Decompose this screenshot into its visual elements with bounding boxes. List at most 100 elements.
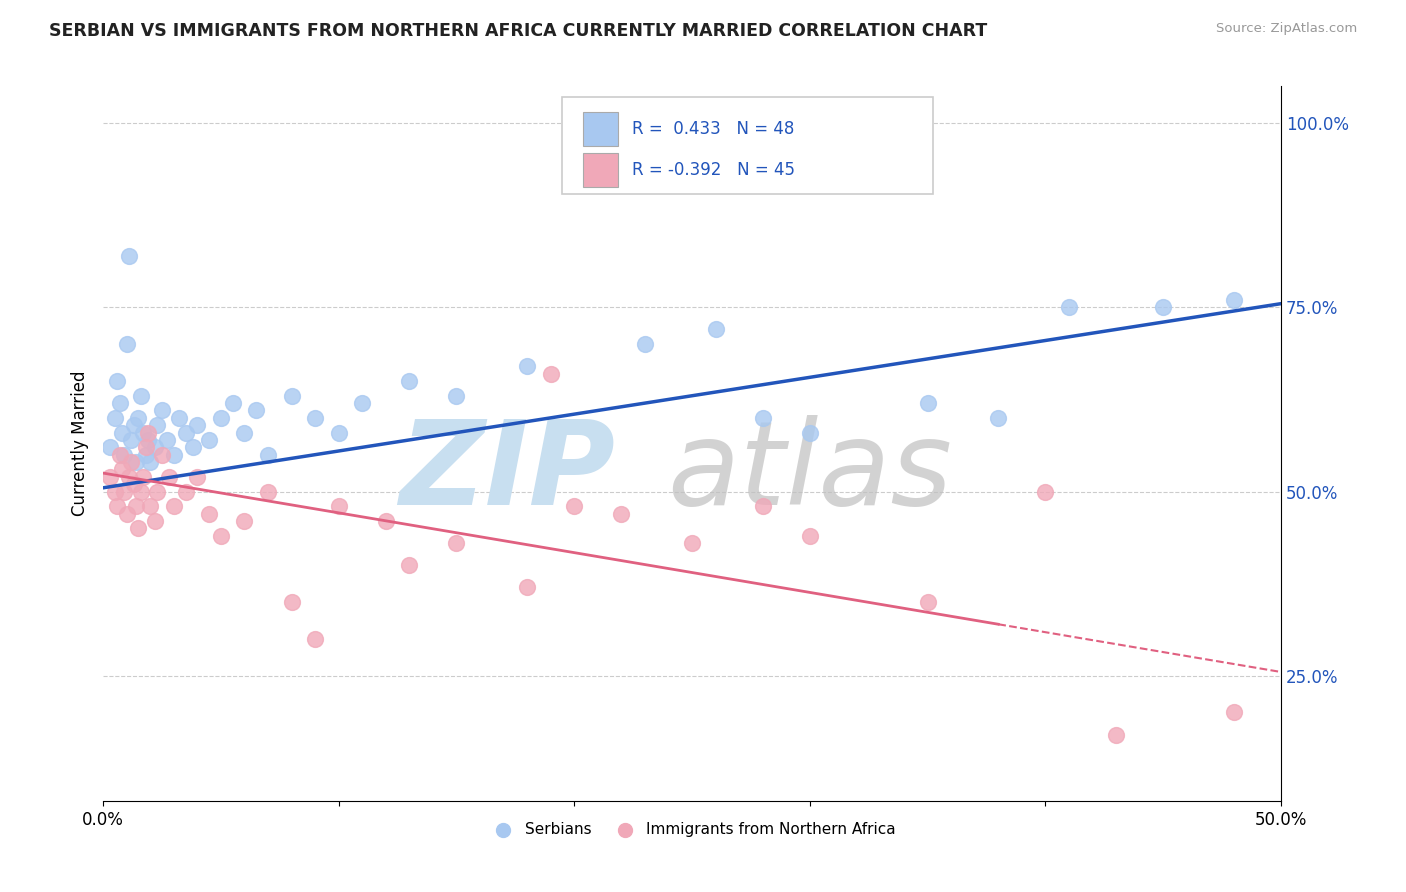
Point — [1057, 301, 1080, 315]
Point — [799, 529, 821, 543]
Point — [1223, 293, 1246, 307]
Point — [120, 455, 142, 469]
Point — [198, 507, 221, 521]
Point — [111, 462, 134, 476]
Point — [135, 448, 157, 462]
Point — [150, 448, 173, 462]
Point — [132, 425, 155, 440]
Text: Source: ZipAtlas.com: Source: ZipAtlas.com — [1216, 22, 1357, 36]
Point — [174, 484, 197, 499]
Point — [104, 410, 127, 425]
Point — [233, 514, 256, 528]
Point — [167, 410, 190, 425]
Point — [150, 403, 173, 417]
Point — [146, 418, 169, 433]
Point — [1223, 706, 1246, 720]
Point — [209, 529, 232, 543]
Point — [163, 500, 186, 514]
Point — [446, 389, 468, 403]
Point — [156, 433, 179, 447]
Point — [257, 448, 280, 462]
Point — [304, 632, 326, 646]
Point — [139, 455, 162, 469]
Y-axis label: Currently Married: Currently Married — [72, 371, 89, 516]
Point — [186, 418, 208, 433]
Point — [917, 396, 939, 410]
Point — [398, 374, 420, 388]
Point — [143, 440, 166, 454]
Bar — [582, 153, 617, 187]
Point — [143, 514, 166, 528]
Point — [398, 558, 420, 573]
Point — [132, 469, 155, 483]
Point — [125, 500, 148, 514]
Point — [115, 337, 138, 351]
Point — [108, 448, 131, 462]
Point — [799, 425, 821, 440]
Point — [328, 425, 350, 440]
Point — [221, 396, 243, 410]
Point — [125, 455, 148, 469]
Point — [209, 410, 232, 425]
Point — [681, 536, 703, 550]
Point — [328, 500, 350, 514]
Point — [163, 448, 186, 462]
Point — [127, 521, 149, 535]
Text: R = -0.392   N = 45: R = -0.392 N = 45 — [631, 161, 794, 179]
Point — [129, 484, 152, 499]
Point — [704, 322, 727, 336]
Point — [516, 580, 538, 594]
Point — [139, 500, 162, 514]
Point — [115, 507, 138, 521]
Point — [751, 410, 773, 425]
Point — [446, 536, 468, 550]
Point — [610, 507, 633, 521]
Point — [118, 249, 141, 263]
Point — [245, 403, 267, 417]
Point — [105, 500, 128, 514]
Point — [157, 469, 180, 483]
Point — [280, 595, 302, 609]
Point — [540, 367, 562, 381]
Point — [111, 425, 134, 440]
Point — [751, 500, 773, 514]
Point — [112, 484, 135, 499]
Point — [280, 389, 302, 403]
Point — [181, 440, 204, 454]
Point — [374, 514, 396, 528]
Point — [987, 410, 1010, 425]
Point — [198, 433, 221, 447]
Point — [118, 469, 141, 483]
Point — [304, 410, 326, 425]
Point — [122, 477, 145, 491]
Text: ZIP: ZIP — [399, 415, 616, 530]
Point — [136, 433, 159, 447]
Point — [108, 396, 131, 410]
Point — [352, 396, 374, 410]
Point — [129, 389, 152, 403]
Point — [562, 500, 585, 514]
Bar — [582, 112, 617, 146]
FancyBboxPatch shape — [562, 97, 934, 194]
Text: SERBIAN VS IMMIGRANTS FROM NORTHERN AFRICA CURRENTLY MARRIED CORRELATION CHART: SERBIAN VS IMMIGRANTS FROM NORTHERN AFRI… — [49, 22, 987, 40]
Point — [136, 425, 159, 440]
Legend: Serbians, Immigrants from Northern Africa: Serbians, Immigrants from Northern Afric… — [482, 816, 903, 843]
Point — [146, 484, 169, 499]
Text: R =  0.433   N = 48: R = 0.433 N = 48 — [631, 120, 794, 138]
Text: atlas: atlas — [668, 415, 952, 529]
Point — [634, 337, 657, 351]
Point — [1105, 728, 1128, 742]
Point — [1152, 301, 1174, 315]
Point — [104, 484, 127, 499]
Point — [1035, 484, 1057, 499]
Point — [174, 425, 197, 440]
Point — [233, 425, 256, 440]
Point — [120, 433, 142, 447]
Point — [98, 440, 121, 454]
Point — [516, 359, 538, 374]
Point — [917, 595, 939, 609]
Point — [186, 469, 208, 483]
Point — [122, 418, 145, 433]
Point — [105, 374, 128, 388]
Point — [98, 469, 121, 483]
